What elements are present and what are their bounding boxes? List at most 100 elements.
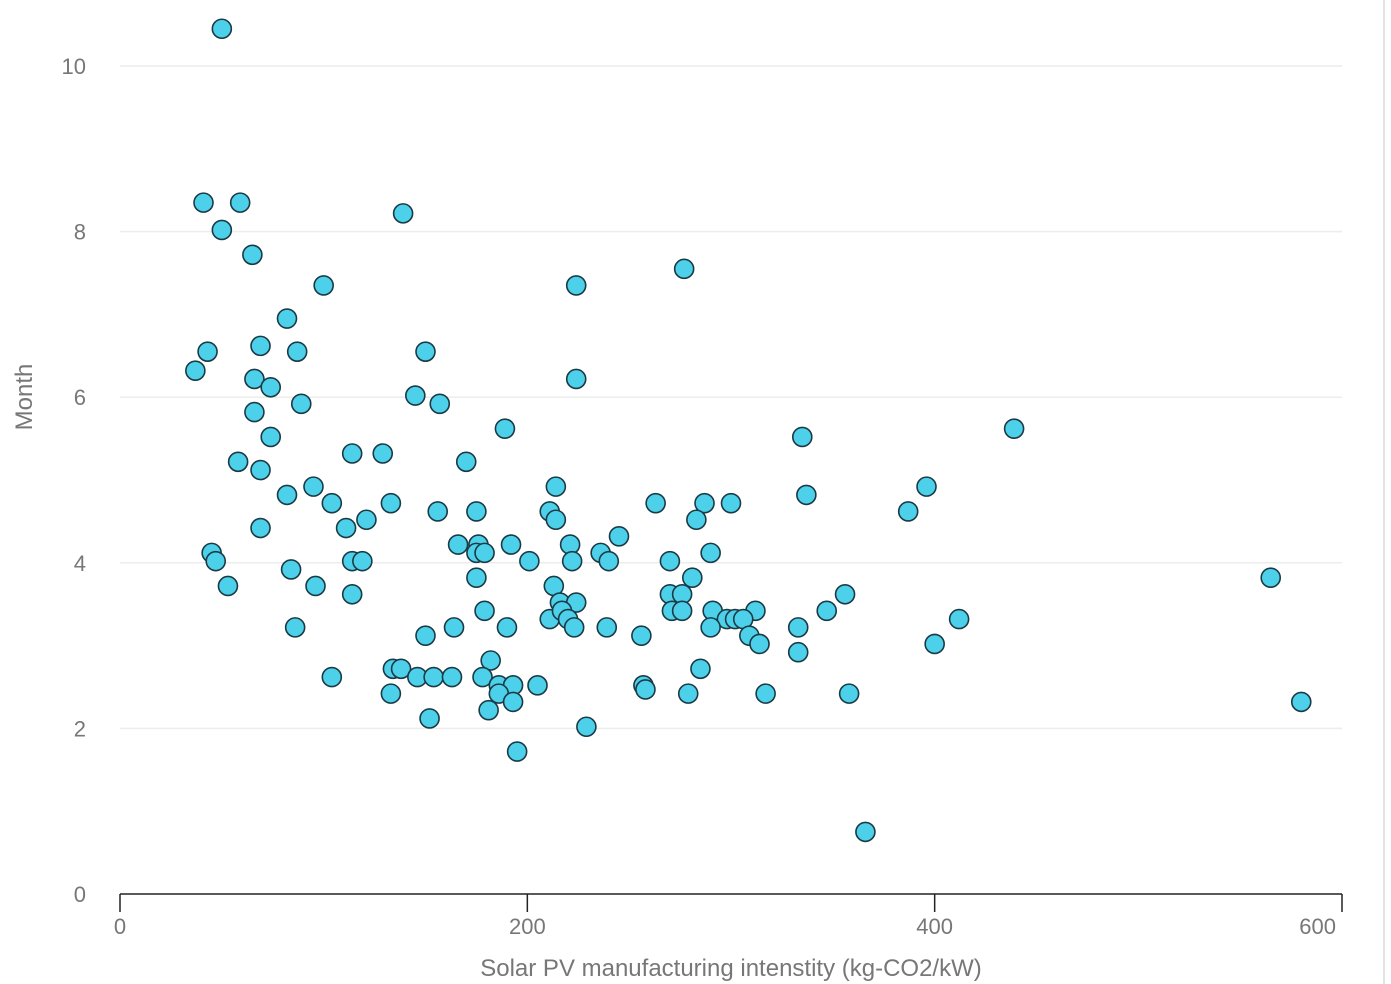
data-point (472, 666, 493, 688)
data-point (284, 617, 306, 638)
data-point (280, 559, 302, 580)
y-tick-label: 10 (62, 54, 86, 79)
data-point (341, 583, 363, 605)
data-point (380, 492, 402, 514)
data-point (645, 492, 666, 514)
y-tick-label: 2 (74, 716, 86, 741)
data-point (598, 550, 620, 572)
data-point (466, 501, 487, 522)
data-point (244, 368, 265, 390)
data-point (700, 542, 721, 564)
data-point (303, 476, 324, 497)
data-point (673, 258, 695, 280)
data-point (474, 542, 495, 564)
data-point (694, 492, 715, 514)
y-tick-labels: 0 2 4 6 8 10 (62, 54, 86, 907)
data-point (321, 492, 343, 514)
data-point (415, 341, 436, 362)
data-point (506, 741, 528, 762)
panel-right-border (1383, 0, 1385, 984)
data-point (527, 675, 548, 696)
data-point (494, 418, 516, 439)
data-point (596, 617, 618, 638)
data-point (834, 583, 856, 605)
data-point (686, 509, 707, 531)
data-point (419, 708, 440, 729)
data-point (1290, 691, 1312, 713)
y-tick-label: 0 (74, 882, 86, 907)
data-point (755, 683, 776, 704)
data-point (276, 308, 298, 329)
data-point (519, 550, 540, 572)
data-point (948, 608, 970, 630)
data-point (429, 393, 451, 415)
data-point (250, 459, 271, 481)
data-point (352, 550, 373, 572)
y-tick-label: 8 (74, 220, 86, 245)
data-point (671, 600, 693, 622)
data-point (700, 617, 721, 638)
data-point (229, 192, 251, 213)
data-point (1003, 418, 1025, 439)
data-point (227, 451, 249, 473)
data-point (392, 203, 414, 224)
data-point (720, 492, 742, 514)
data-point (576, 716, 597, 738)
data-point (335, 517, 357, 539)
data-point (749, 633, 770, 655)
data-point (916, 476, 937, 497)
data-point (1260, 567, 1282, 589)
y-tick-label: 6 (74, 385, 86, 410)
data-point (321, 666, 343, 688)
data-point (305, 575, 326, 597)
y-tick-label: 4 (74, 551, 86, 576)
data-point (427, 501, 449, 522)
data-point (443, 617, 465, 638)
data-point (631, 625, 652, 646)
data-point (791, 426, 813, 448)
data-point (380, 683, 402, 704)
data-point (838, 683, 860, 704)
data-point (897, 501, 919, 522)
data-point (390, 658, 412, 680)
data-point (372, 443, 394, 464)
data-point (286, 341, 308, 362)
data-point (855, 821, 876, 843)
data-point (635, 679, 656, 700)
data-point (659, 550, 681, 572)
data-point (565, 368, 587, 390)
data-point (608, 526, 630, 547)
data-point (193, 192, 214, 213)
data-point (441, 666, 463, 688)
data-point (260, 426, 282, 448)
data-point (500, 534, 522, 555)
data-point (197, 341, 218, 362)
data-point (816, 600, 838, 622)
data-point (250, 335, 271, 357)
data-point (478, 699, 499, 721)
data-point (474, 600, 495, 622)
data-point (185, 360, 206, 382)
data-point (677, 683, 699, 704)
data-point (250, 517, 271, 539)
x-axis-title: Solar PV manufacturing intenstity (kg-CO… (480, 955, 982, 982)
data-point (260, 376, 282, 398)
data-point (290, 393, 312, 415)
gridlines (120, 65, 1342, 730)
data-point (447, 534, 469, 555)
data-point (423, 666, 444, 688)
data-point (415, 625, 436, 646)
data-point (787, 641, 809, 663)
data-point (313, 275, 334, 296)
x-tick-labels: 0 200 400 600 (114, 914, 1336, 939)
data-point (205, 550, 227, 572)
data-point (682, 567, 703, 589)
data-point (690, 658, 711, 680)
x-tick-label: 200 (509, 914, 546, 939)
data-point (356, 509, 377, 531)
data-point (405, 385, 426, 406)
data-point (787, 617, 809, 638)
axes (119, 893, 1343, 912)
data-point (545, 476, 567, 497)
